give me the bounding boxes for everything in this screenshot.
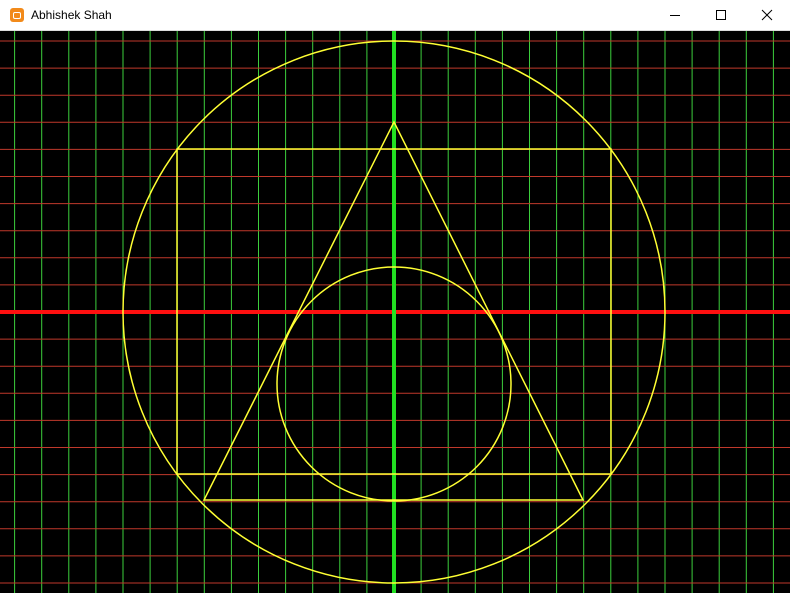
drawing-canvas[interactable] xyxy=(0,31,790,593)
triangle xyxy=(202,120,585,501)
inner-circle xyxy=(276,266,512,502)
close-button[interactable] xyxy=(744,0,790,30)
minimize-button[interactable] xyxy=(652,0,698,30)
maximize-icon xyxy=(716,10,726,20)
outer-circle xyxy=(122,40,666,584)
app-icon[interactable] xyxy=(10,8,24,22)
square xyxy=(176,148,612,475)
minimize-icon xyxy=(670,15,680,16)
maximize-button[interactable] xyxy=(698,0,744,30)
window-title: Abhishek Shah xyxy=(31,8,112,22)
close-icon xyxy=(761,9,773,21)
title-bar[interactable]: Abhishek Shah xyxy=(0,0,790,31)
drawing-svg xyxy=(0,31,790,593)
